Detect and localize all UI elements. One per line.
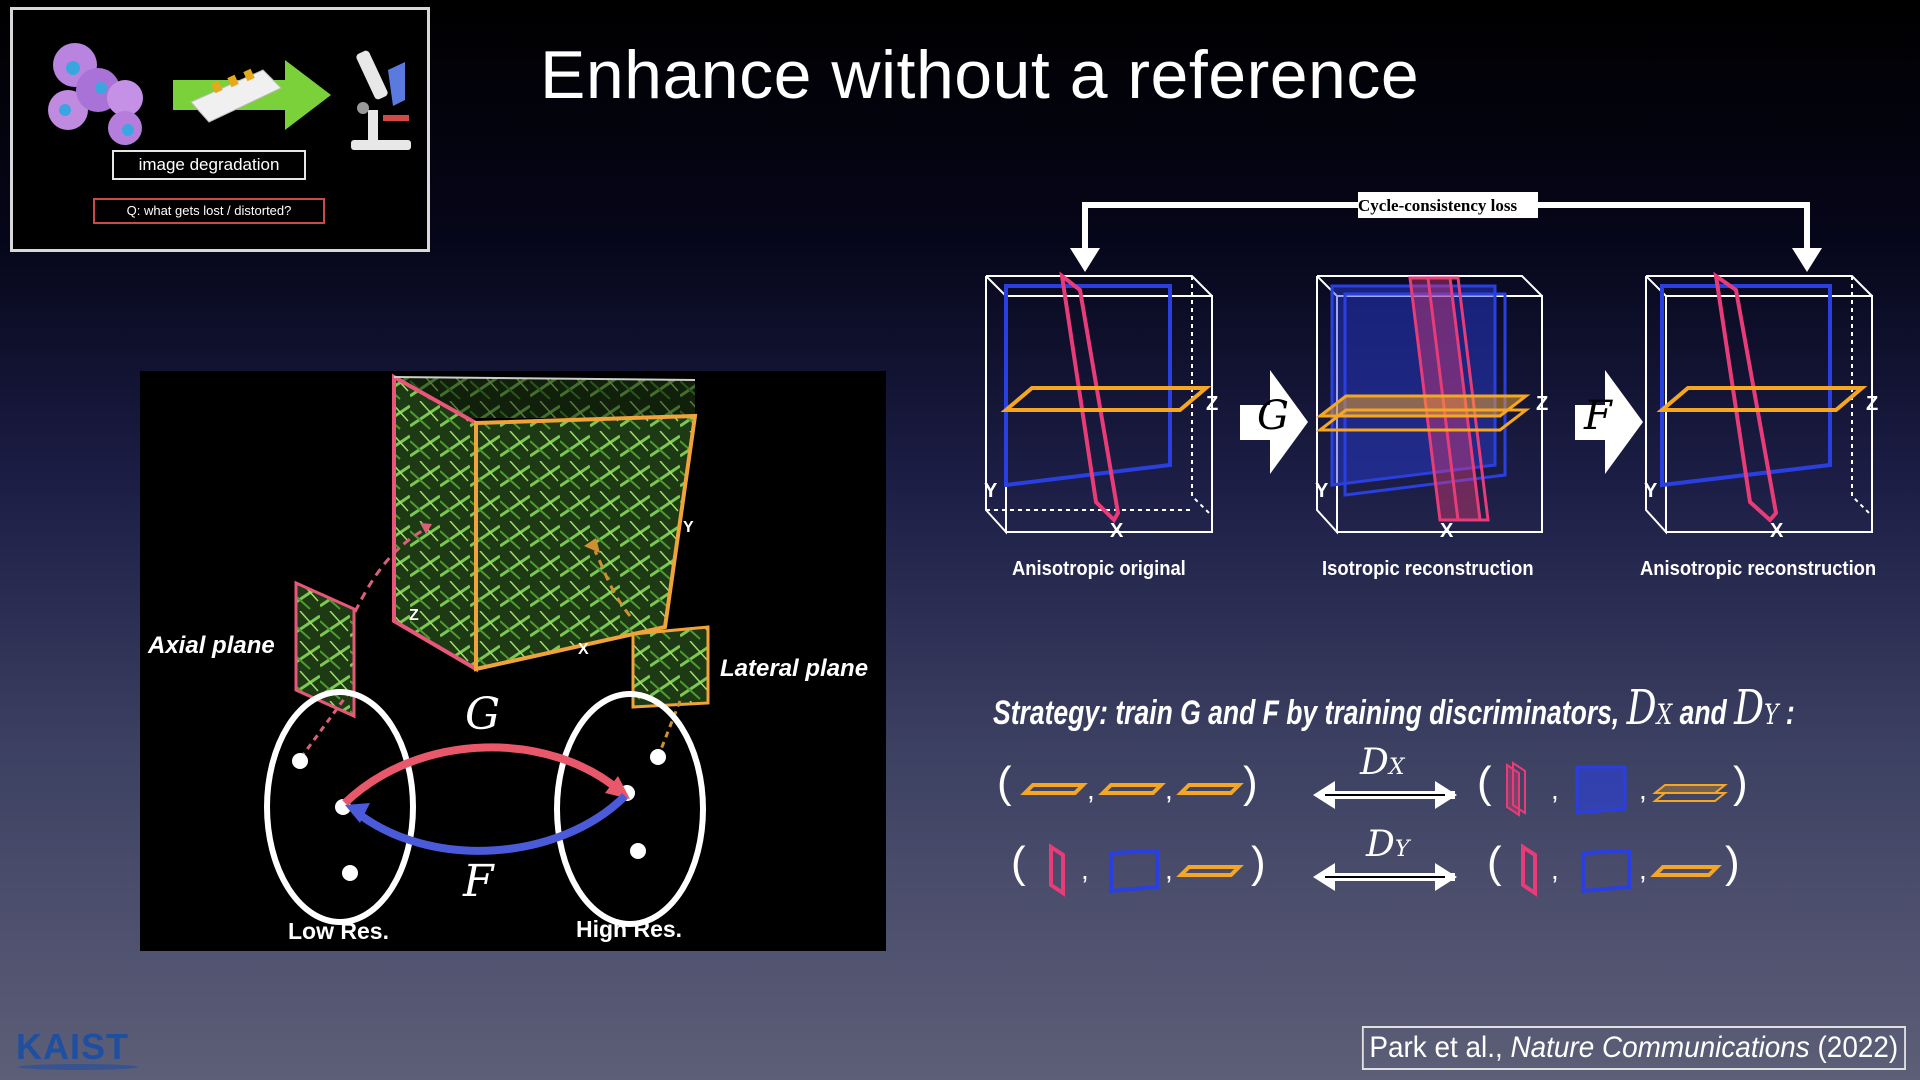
svg-text:,: ,: [1087, 774, 1095, 805]
strategy-colon: :: [1785, 694, 1795, 732]
strategy-dy: D: [1734, 680, 1765, 736]
svg-text:): ): [1251, 838, 1266, 887]
axis-z-2: Z: [1536, 393, 1549, 415]
dy-letter: D: [1366, 824, 1395, 865]
f-label: F: [463, 856, 494, 907]
axis-x-2: X: [1440, 520, 1454, 542]
svg-text:,: ,: [1081, 854, 1089, 885]
g-arrow-label: G: [1257, 393, 1289, 439]
svg-text:): ): [1733, 758, 1748, 807]
svg-text:(: (: [997, 758, 1012, 807]
strategy-dy-sub: Y: [1764, 698, 1779, 731]
citation-authors: Park et al.,: [1369, 1031, 1504, 1064]
strategy-dx: D: [1626, 680, 1657, 736]
axis-y-1: Y: [984, 480, 998, 502]
axis-y-3: Y: [1644, 480, 1658, 502]
svg-text:): ): [1243, 758, 1258, 807]
left-figure-graphic: [264, 373, 710, 927]
svg-text:,: ,: [1551, 854, 1559, 885]
cube-anisotropic-original: [985, 271, 1213, 535]
caption-anisotropic-original: Anisotropic original: [1012, 558, 1186, 580]
thumbnail-panel: [10, 7, 430, 252]
svg-text:): ): [1725, 838, 1740, 887]
thumbnail-label: image degradation: [112, 150, 306, 180]
svg-text:(: (: [1477, 758, 1492, 807]
cube-isotropic-reconstruction: [1315, 275, 1543, 535]
strategy-and: and: [1679, 694, 1727, 732]
f-transform-arrow: [1575, 370, 1643, 474]
f-arrow-label: F: [1584, 393, 1612, 439]
svg-text:,: ,: [1639, 854, 1647, 885]
lateral-plane-image: [631, 625, 710, 709]
cube-anisotropic-reconstruction: [1645, 271, 1873, 535]
generator-g-arrow: [342, 743, 623, 806]
low-res-label: Low Res.: [288, 918, 389, 944]
g-transform-arrow: [1240, 370, 1308, 474]
dx-letter: D: [1360, 742, 1389, 783]
page-title: Enhance without a reference: [540, 37, 1420, 113]
svg-text:,: ,: [1551, 774, 1559, 805]
axial-plane-label: Axial plane: [148, 632, 275, 659]
strategy-main: Strategy: train G and F by training disc…: [993, 694, 1620, 732]
dx-sub: X: [1388, 755, 1405, 780]
g-label: G: [465, 689, 501, 740]
cube-axis-z: Z: [409, 607, 419, 624]
axial-plane-image: [294, 580, 356, 719]
dx-label: DX: [1360, 742, 1405, 783]
degradation-arrow-icon: [173, 60, 331, 130]
cycle-consistency-diagram: [985, 192, 1873, 535]
caption-isotropic-reconstruction: Isotropic reconstruction: [1322, 558, 1534, 580]
cells-icon: [48, 43, 143, 145]
thumbnail-illustration: [48, 43, 411, 150]
discriminator-diagram: ( , , ) ( , , ) ( , , ) ( , , ): [997, 758, 1748, 897]
kaist-logo: KAIST: [16, 1026, 129, 1067]
low-res-domain: [264, 689, 416, 925]
axis-z-1: Z: [1206, 393, 1219, 415]
strategy-text: Strategy: train G and F by training disc…: [993, 680, 1795, 736]
volume-cube: [392, 373, 698, 673]
axis-y-2: Y: [1315, 480, 1329, 502]
cube-axis-x: X: [578, 641, 589, 658]
axis-x-3: X: [1770, 520, 1784, 542]
axis-x-1: X: [1110, 520, 1124, 542]
cycle-loss-label: Cycle-consistency loss: [1358, 196, 1518, 215]
svg-text:,: ,: [1639, 774, 1647, 805]
caption-anisotropic-reconstruction: Anisotropic reconstruction: [1640, 558, 1877, 580]
thumbnail-question: Q: what gets lost / distorted?: [93, 198, 325, 224]
strategy-dx-sub: X: [1656, 698, 1673, 731]
svg-text:(: (: [1487, 838, 1502, 887]
svg-text:(: (: [1011, 838, 1026, 887]
svg-text:,: ,: [1165, 854, 1173, 885]
lateral-plane-label: Lateral plane: [720, 655, 869, 682]
generator-f-arrow: [352, 793, 628, 855]
citation: Park et al., Nature Communications (2022…: [1362, 1026, 1906, 1070]
citation-year: (2022): [1817, 1031, 1899, 1064]
kaist-logo-swoosh: [18, 1064, 138, 1070]
cube-axis-y: Y: [683, 519, 694, 536]
axis-z-3: Z: [1866, 393, 1879, 415]
microscope-icon: [351, 50, 411, 150]
svg-text:,: ,: [1165, 774, 1173, 805]
high-res-domain: [554, 691, 706, 927]
dy-sub: Y: [1394, 837, 1410, 862]
left-figure-panel: Axial plane Lateral plane Z X Y G F Low …: [140, 371, 886, 951]
citation-journal: Nature Communications: [1510, 1031, 1811, 1064]
dy-label: DY: [1366, 824, 1409, 865]
high-res-label: High Res.: [576, 916, 683, 942]
